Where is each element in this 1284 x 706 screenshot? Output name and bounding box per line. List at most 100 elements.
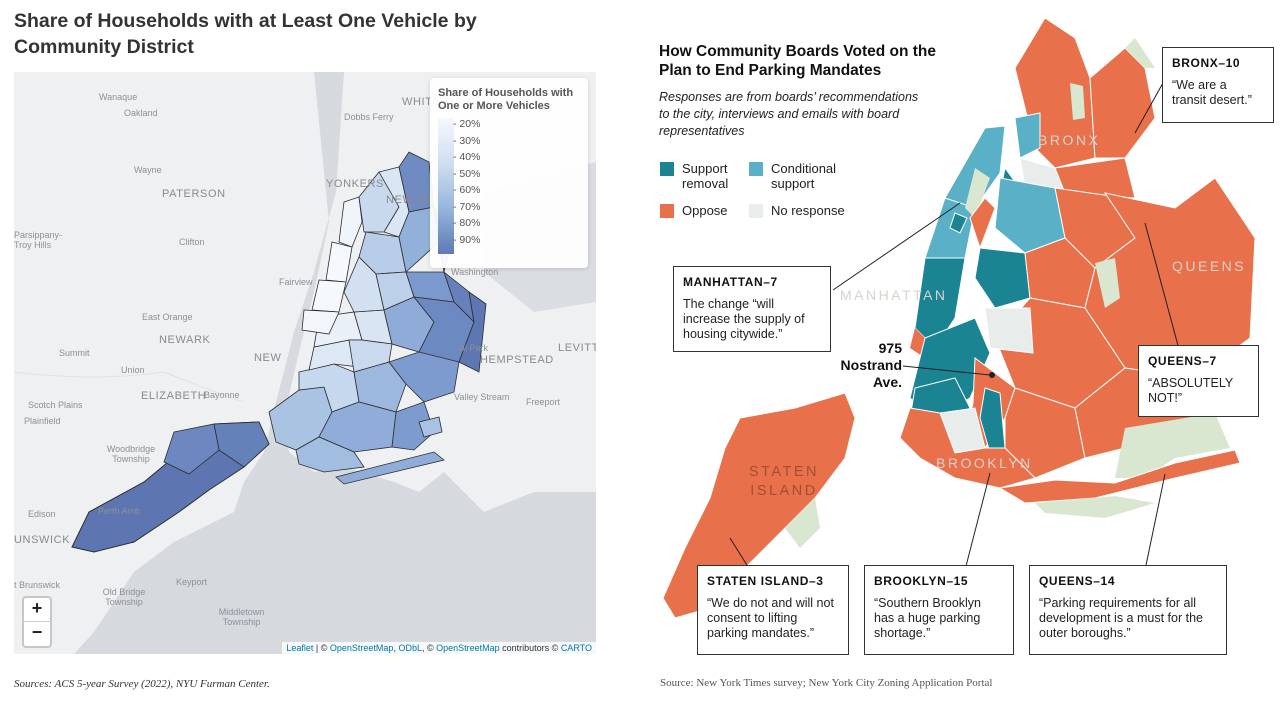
place-label: Clifton [179,237,205,247]
board-oppose [969,197,996,250]
nostrand-marker-icon [989,372,995,378]
callout-district: QUEENS–7 [1148,354,1217,368]
district-queens-lic [343,256,385,313]
place-label: Washington [451,267,499,277]
board-no-response [1125,38,1155,68]
osm-link[interactable]: OpenStreetMap [436,643,500,653]
legend-tick: - 80% [453,217,481,229]
legend-swatch [660,204,674,218]
borough-label-brooklyn: BROOKLYN [936,455,1033,471]
borough-label-queens: QUEENS [1172,258,1247,274]
place-label: NEW [254,352,282,364]
leaflet-link[interactable]: Leaflet [286,643,314,653]
place-label: HEMPSTEAD [480,354,554,366]
carto-link[interactable]: CARTO [560,643,592,653]
place-label: Wanaque [99,92,138,102]
callout-quote: “We do not and will not consent to lifti… [707,596,834,640]
right-map-title: How Community Boards Voted on the Plan t… [659,43,936,79]
map-legend: Share of Households with One or More Veh… [430,78,588,268]
place-label: Plainfield [24,416,61,426]
board-no-response [785,498,820,548]
place-label: ELIZABETH [141,390,207,402]
callout-leader [1144,222,1181,354]
callout-quote: “Parking requirements for all developmen… [1039,596,1203,640]
district-manhattan-lower [301,309,340,335]
place-label: Wayne [134,165,162,175]
legend-swatch [749,162,763,176]
legend-swatch [749,204,763,218]
borough-label-bronx: BRONX [1038,132,1101,148]
place-label: LEVITTO [558,342,596,354]
legend-tick: - 90% [453,234,481,246]
board-no-response [1070,83,1085,120]
callout-quote: “ABSOLUTELY NOT!” [1148,376,1233,405]
board-oppose [998,449,1241,504]
place-label: Oakland [124,108,158,118]
attribution-text: contributors © [499,643,561,653]
place-label: Dobbs Ferry [344,112,394,122]
place-label: YONKERS [326,178,384,190]
board-no-response [1035,496,1155,518]
place-label: Fairview [279,277,313,287]
place-label: Old Bridge Township [102,587,146,607]
district-queens-rockaway [335,451,445,485]
legend-tick: - 40% [453,151,481,163]
place-label: Bayonne [204,390,240,400]
shore-line [14,371,245,403]
place-label: t Brunswick [14,580,61,590]
callout-queens-7: QUEENS–7 “ABSOLUTELY NOT!” [1138,345,1259,417]
callout-district: MANHATTAN–7 [683,275,778,289]
board-oppose [899,407,1036,489]
place-label: Valley Stream [454,392,510,402]
zoom-in-button[interactable]: + [22,596,52,622]
place-label: Middletown Township [218,607,265,627]
borough-label-manhattan: MANHATTAN [840,287,948,303]
place-label: Perth Amb [98,506,141,516]
board-support [974,247,1031,309]
legend-color-ramp [438,118,454,254]
right-source-note: Source: New York Times survey; New York … [660,677,993,689]
callout-quote: The change “will increase the supply of … [683,297,805,341]
district-queens-south [388,351,460,403]
district-queens-island [418,416,443,438]
legend-swatch [660,162,674,176]
left-map-title: Share of Households with at Least One Ve… [14,10,477,58]
place-label: Parsippany-Troy Hills [14,230,63,250]
district-bronx-soundview [398,206,440,273]
legend-item-support: Support removal [660,161,750,191]
odbl-link[interactable]: ODbL [398,643,422,653]
place-label: Woodbridge Township [106,444,156,464]
board-conditional [1014,112,1041,159]
map-attribution: Leaflet | © OpenStreetMap, ODbL, © OpenS… [282,642,596,654]
callout-district: QUEENS–14 [1039,574,1116,588]
callout-bronx-10: BRONX–10 “We are a transit desert.” [1162,47,1274,123]
legend-item-oppose: Oppose [660,203,750,218]
legend-title: Share of Households with One or More Veh… [438,87,574,112]
board-no-response [965,168,990,218]
district-staten-island-north [163,423,220,475]
callout-brooklyn-15: BROOKLYN–15 “Southern Brooklyn has a hug… [864,565,1014,655]
map-canvas[interactable] [14,72,596,654]
legend-tick: - 60% [453,184,481,196]
place-label: al Park [460,343,489,353]
place-label: UNSWICK [14,534,71,546]
marker-leader [902,365,991,376]
place-label: Freeport [526,397,561,407]
legend-tick: - 20% [453,118,481,130]
place-label: Union [121,365,145,375]
district-brooklyn-canarsie [391,401,435,451]
attribution-text: , [393,643,399,653]
callout-manhattan-7: MANHATTAN–7 The change “will increase th… [673,266,831,352]
water-body [74,72,596,654]
callout-leader [1144,473,1166,571]
osm-link[interactable]: OpenStreetMap [329,643,394,653]
right-map-subtitle: Responses are from boards’ recommendatio… [659,90,919,138]
legend-item-no-response: No response [749,203,859,218]
board-no-response [1115,413,1230,478]
place-label: Scotch Plains [28,400,83,410]
callout-quote: “We are a transit desert.” [1172,78,1252,107]
zoom-out-button[interactable]: − [22,622,52,648]
callout-queens-14: QUEENS–14 “Parking requirements for all … [1029,565,1227,655]
place-label: Keyport [176,577,208,587]
attribution-text: , © [421,643,437,653]
